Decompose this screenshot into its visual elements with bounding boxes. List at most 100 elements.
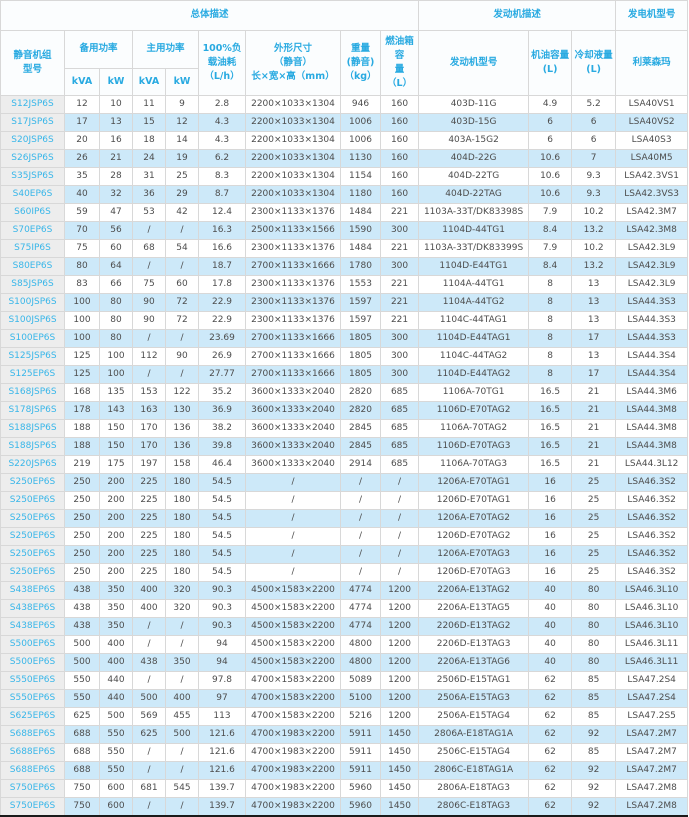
engine-model: 1104D-E44TAG2 — [418, 365, 530, 384]
model-link[interactable]: S80EP6S — [0, 257, 65, 276]
coolant-capacity: 21 — [571, 437, 617, 456]
prime-kw: 9 — [165, 95, 199, 114]
dimensions: / — [245, 545, 341, 564]
weight: 5911 — [340, 725, 381, 744]
coolant-capacity: 85 — [571, 743, 617, 762]
prime-kva: 90 — [132, 311, 166, 330]
model-link[interactable]: S70EP6S — [0, 221, 65, 240]
standby-kw: 550 — [99, 761, 133, 780]
model-link[interactable]: S438EP6S — [0, 581, 65, 600]
model-link[interactable]: S500EP6S — [0, 653, 65, 672]
model-link[interactable]: S550EP6S — [0, 671, 65, 690]
model-link[interactable]: S550EP6S — [0, 689, 65, 708]
standby-kw: 550 — [99, 725, 133, 744]
engine-model: 2206A-E13TAG6 — [418, 653, 530, 672]
standby-kw: 200 — [99, 491, 133, 510]
dimensions: 2300×1133×1376 — [245, 311, 341, 330]
fuel-tank-capacity: 221 — [379, 293, 420, 312]
standby-kva: 40 — [64, 185, 100, 204]
model-link[interactable]: S20JSP6S — [0, 131, 65, 150]
prime-kw: / — [165, 329, 199, 348]
standby-kw: 175 — [99, 455, 133, 474]
prime-kw: 320 — [165, 581, 199, 600]
engine-model: 1206A-E70TAG2 — [418, 509, 530, 528]
standby-kw: 200 — [99, 527, 133, 546]
model-link[interactable]: S500EP6S — [0, 635, 65, 654]
fuel-consumption: 139.7 — [198, 797, 246, 817]
model-link[interactable]: S168JSP6S — [0, 383, 65, 402]
model-link[interactable]: S125JSP6S — [0, 347, 65, 366]
model-link[interactable]: S250EP6S — [0, 527, 65, 546]
model-link[interactable]: S100EP6S — [0, 329, 65, 348]
model-link[interactable]: S438EP6S — [0, 599, 65, 618]
dimensions: 4500×1583×2200 — [245, 581, 341, 600]
generator-model: LSA47.2S4 — [615, 689, 689, 708]
table-row: S60IP6S 59 47 53 42 12.4 2300×1133×1376 1484 221… — [0, 203, 689, 222]
coolant-capacity: 10.2 — [571, 203, 617, 222]
model-link[interactable]: S625EP6S — [0, 707, 65, 726]
weight: 2845 — [340, 437, 381, 456]
fuel-tank-capacity: / — [379, 527, 420, 546]
engine-model: 403D-11G — [418, 95, 530, 114]
fuel-consumption: 4.3 — [198, 113, 246, 132]
standby-kw: 500 — [99, 707, 133, 726]
model-link[interactable]: S438EP6S — [0, 617, 65, 636]
oil-capacity: 7.9 — [528, 239, 573, 258]
model-link[interactable]: S35JSP6S — [0, 167, 65, 186]
model-link[interactable]: S100JSP6S — [0, 311, 65, 330]
model-link[interactable]: S188JSP6S — [0, 437, 65, 456]
table-row: S688EP6S 688 550//121.6 4700×1983×2200 5911 1… — [0, 743, 689, 762]
prime-kw: / — [165, 221, 199, 240]
fuel-tank-capacity: / — [379, 509, 420, 528]
model-link[interactable]: S250EP6S — [0, 563, 65, 582]
model-link[interactable]: S17JSP6S — [0, 113, 65, 132]
dimensions: 4700×1983×2200 — [245, 743, 341, 762]
model-link[interactable]: S250EP6S — [0, 473, 65, 492]
model-link[interactable]: S12JSP6S — [0, 95, 65, 114]
model-link[interactable]: S688EP6S — [0, 743, 65, 762]
model-link[interactable]: S188JSP6S — [0, 419, 65, 438]
dimensions: / — [245, 563, 341, 582]
prime-kw: 42 — [165, 203, 199, 222]
engine-model: 2506A-E15TAG3 — [418, 689, 530, 708]
model-link[interactable]: S688EP6S — [0, 725, 65, 744]
standby-kw: 10 — [99, 95, 133, 114]
weight: 1805 — [340, 347, 381, 366]
table-row: S438EP6S 438 350 400 320 90.3 4500×1583×2200 47… — [0, 599, 689, 618]
model-link[interactable]: S178JSP6S — [0, 401, 65, 420]
fuel-consumption: 4.3 — [198, 131, 246, 150]
model-link[interactable]: S688EP6S — [0, 761, 65, 780]
dimensions: 2200×1033×1304 — [245, 149, 341, 168]
model-link[interactable]: S100JSP6S — [0, 293, 65, 312]
table-row: S35JSP6S 35 28 31 25 8.3 2200×1033×1304 1154 160… — [0, 167, 689, 186]
coolant-capacity: 92 — [571, 761, 617, 780]
model-link[interactable]: S85JSP6S — [0, 275, 65, 294]
prime-kw: 25 — [165, 167, 199, 186]
model-link[interactable]: S40EP6S — [0, 185, 65, 204]
engine-model: 1206D-E70TAG3 — [418, 563, 530, 582]
table-row: S125EP6S 125 100//27.77 2700×1133×1666 1805 3… — [0, 365, 689, 384]
standby-kva: 250 — [64, 473, 100, 492]
table-row: S26JSP6S 26 21 24 19 6.2 2200×1033×1304 1130 160… — [0, 149, 689, 168]
generator-model: LSA47.2M8 — [615, 797, 689, 817]
model-link[interactable]: S26JSP6S — [0, 149, 65, 168]
oil-capacity: 4.9 — [528, 95, 573, 114]
model-link[interactable]: S250EP6S — [0, 545, 65, 564]
prime-kw: 72 — [165, 293, 199, 312]
model-link[interactable]: S125EP6S — [0, 365, 65, 384]
col-header-fuel-tank: 燃油箱容 量 （L） — [379, 30, 420, 96]
model-link[interactable]: S750EP6S — [0, 797, 65, 817]
model-link[interactable]: S250EP6S — [0, 491, 65, 510]
model-link[interactable]: S220JSP6S — [0, 455, 65, 474]
model-link[interactable]: S75IP6S — [0, 239, 65, 258]
model-link[interactable]: S60IP6S — [0, 203, 65, 222]
coolant-capacity: 13.2 — [571, 257, 617, 276]
standby-kw: 28 — [99, 167, 133, 186]
engine-model: 1103A-33T/DK83399S — [418, 239, 530, 258]
model-link[interactable]: S750EP6S — [0, 779, 65, 798]
col-header-model: 静音机组 型号 — [0, 30, 65, 96]
generator-model: LSA42.3M7 — [615, 203, 689, 222]
model-link[interactable]: S250EP6S — [0, 509, 65, 528]
weight: 1780 — [340, 257, 381, 276]
standby-kva: 438 — [64, 581, 100, 600]
